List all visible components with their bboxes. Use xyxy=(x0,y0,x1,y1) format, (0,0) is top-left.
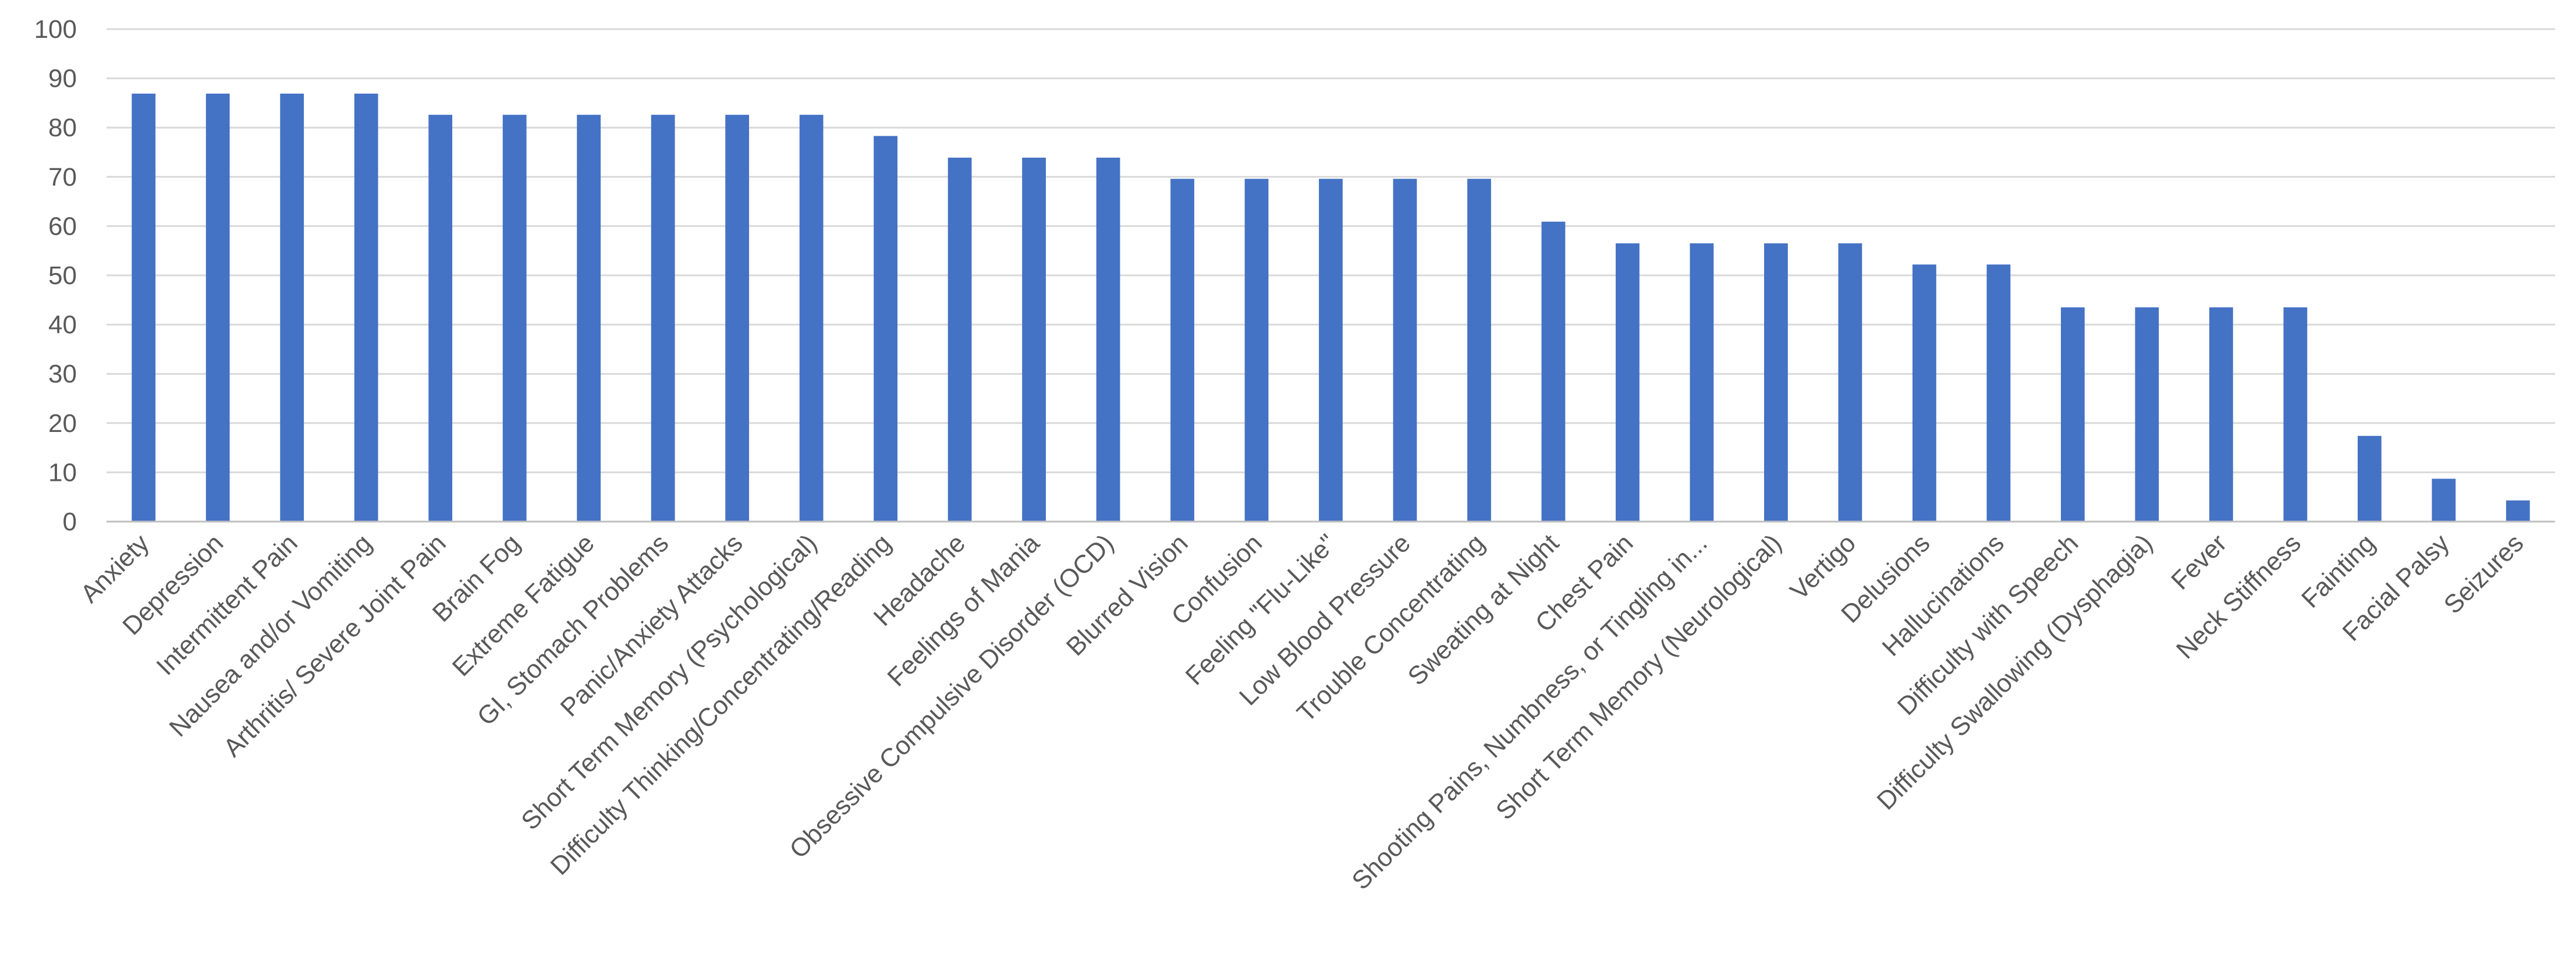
x-tick-label: Seizures xyxy=(2439,529,2529,619)
bar xyxy=(2432,479,2456,522)
bar xyxy=(354,93,378,522)
bar xyxy=(651,115,675,522)
bar xyxy=(132,93,156,522)
bar xyxy=(1838,243,1862,522)
bar xyxy=(1022,157,1046,522)
bar xyxy=(1244,179,1269,522)
bar xyxy=(2283,307,2308,522)
bar xyxy=(2060,307,2085,522)
bar xyxy=(428,115,453,522)
y-tick-label: 0 xyxy=(63,508,77,536)
bar xyxy=(2135,307,2159,522)
bar xyxy=(874,136,897,522)
x-tick-label: Difficulty Swallowing (Dysphagia) xyxy=(1872,529,2158,815)
bar xyxy=(2506,500,2530,522)
x-tick-label: Intermittent Pain xyxy=(151,529,303,681)
y-tick-label: 60 xyxy=(48,212,77,240)
bar xyxy=(1467,179,1491,522)
bar xyxy=(799,115,824,522)
bar-series xyxy=(132,93,2530,522)
y-tick-label: 90 xyxy=(48,65,77,93)
y-tick-label: 40 xyxy=(48,311,77,339)
bar xyxy=(1541,221,1566,522)
x-tick-label: Fever xyxy=(2166,529,2232,595)
bar xyxy=(1912,264,1936,522)
bar xyxy=(1616,243,1640,522)
bar xyxy=(1986,264,2011,522)
bar xyxy=(205,93,230,522)
y-tick-label: 10 xyxy=(48,458,77,487)
y-tick-label: 80 xyxy=(48,114,77,142)
y-tick-label: 100 xyxy=(34,15,77,44)
bar xyxy=(1690,243,1714,522)
y-tick-label: 20 xyxy=(48,409,77,438)
bar xyxy=(2209,307,2233,522)
bar xyxy=(2357,435,2382,522)
x-tick-label: Difficulty Thinking/Concentrating/Readin… xyxy=(545,529,896,880)
bar xyxy=(1319,179,1343,522)
bar xyxy=(725,115,750,522)
y-axis-tick-labels: 0 10 20 30 40 50 60 70 80 90 100 xyxy=(34,15,77,536)
y-tick-label: 30 xyxy=(48,360,77,388)
y-tick-label: 70 xyxy=(48,163,77,192)
bar xyxy=(1764,243,1788,522)
bar xyxy=(1170,179,1194,522)
bar xyxy=(1096,157,1120,522)
bar xyxy=(577,115,601,522)
bar xyxy=(280,93,304,522)
bar xyxy=(502,115,527,522)
y-tick-label: 50 xyxy=(48,261,77,290)
bar xyxy=(948,157,972,522)
bar xyxy=(1393,179,1417,522)
